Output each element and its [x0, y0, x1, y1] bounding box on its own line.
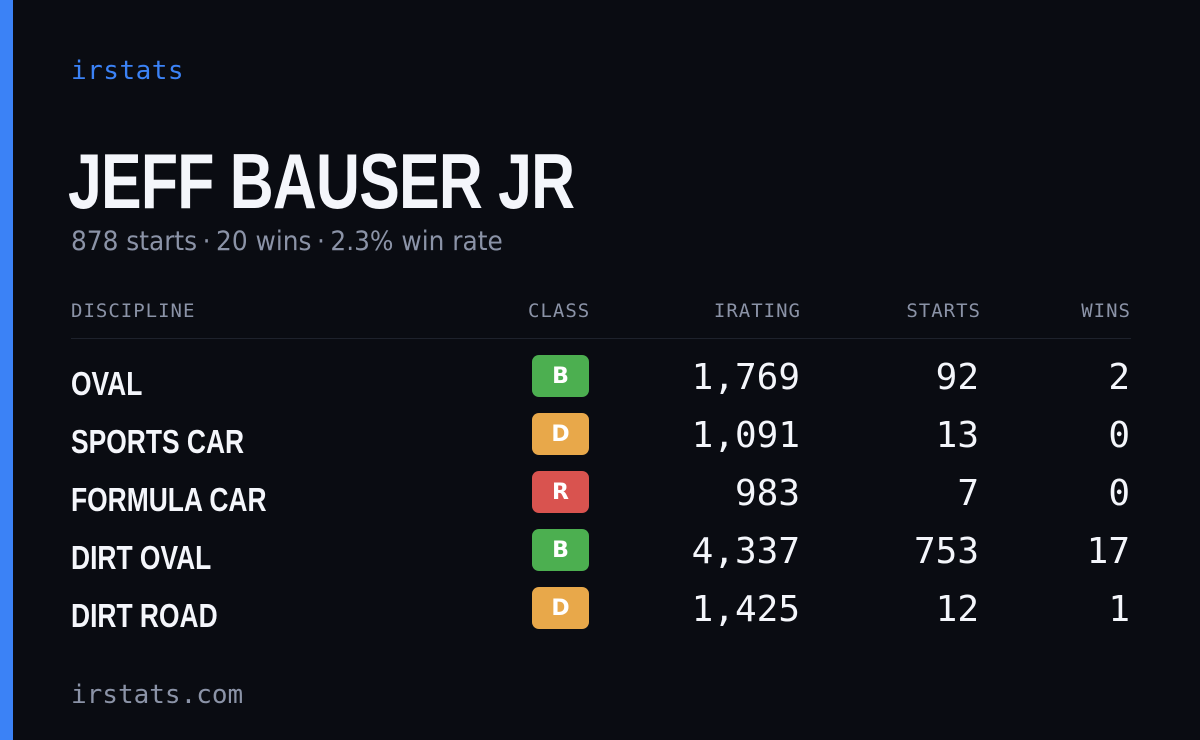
separator: ·: [202, 226, 211, 257]
discipline-name: DIRT ROAD: [71, 597, 218, 634]
wins-summary: 20 wins: [216, 226, 312, 257]
table-body: OVAL B 1,769 92 2 SPORTS CAR D 1,091 13 0 FORMULA …: [71, 355, 1131, 645]
win-rate-summary: 2.3% win rate: [330, 226, 503, 257]
discipline-name: FORMULA CAR: [71, 481, 267, 518]
header-class: CLASS: [528, 300, 591, 322]
wins-value: 1: [1108, 589, 1130, 630]
discipline-name: OVAL: [71, 365, 143, 402]
stats-table: DISCIPLINE CLASS IRATING STARTS WINS OVA…: [71, 300, 1131, 645]
wins-value: 17: [1086, 531, 1130, 572]
starts-value: 12: [935, 589, 979, 630]
irating-value: 983: [734, 473, 800, 514]
starts-value: 92: [935, 357, 979, 398]
header-wins: WINS: [1081, 300, 1131, 322]
accent-bar: [0, 0, 13, 740]
table-row: DIRT ROAD D 1,425 12 1: [71, 587, 1131, 645]
header-discipline: DISCIPLINE: [71, 300, 196, 322]
irating-value: 4,337: [691, 531, 800, 572]
driver-name: JEFF BAUSER JR: [68, 137, 575, 225]
brand-logo: irstats: [71, 56, 185, 86]
discipline-name: DIRT OVAL: [71, 539, 212, 576]
irating-value: 1,769: [691, 357, 800, 398]
starts-value: 13: [935, 415, 979, 456]
table-header: DISCIPLINE CLASS IRATING STARTS WINS: [71, 300, 1131, 339]
starts-value: 7: [957, 473, 979, 514]
table-row: FORMULA CAR R 983 7 0: [71, 471, 1131, 529]
class-badge: D: [532, 413, 589, 455]
class-badge: B: [532, 529, 589, 571]
table-row: DIRT OVAL B 4,337 753 17: [71, 529, 1131, 587]
starts-summary: 878 starts: [71, 226, 198, 257]
footer-url: irstats.com: [71, 680, 244, 710]
table-row: SPORTS CAR D 1,091 13 0: [71, 413, 1131, 471]
class-badge: R: [532, 471, 589, 513]
class-badge: B: [532, 355, 589, 397]
separator: ·: [316, 226, 325, 257]
table-row: OVAL B 1,769 92 2: [71, 355, 1131, 413]
class-badge: D: [532, 587, 589, 629]
wins-value: 2: [1108, 357, 1130, 398]
discipline-name: SPORTS CAR: [71, 423, 245, 460]
wins-value: 0: [1108, 415, 1130, 456]
driver-summary: 878 starts · 20 wins · 2.3% win rate: [71, 226, 503, 257]
irating-value: 1,425: [691, 589, 800, 630]
irating-value: 1,091: [691, 415, 800, 456]
header-irating: IRATING: [713, 300, 801, 322]
wins-value: 0: [1108, 473, 1130, 514]
starts-value: 753: [913, 531, 979, 572]
header-starts: STARTS: [906, 300, 981, 322]
